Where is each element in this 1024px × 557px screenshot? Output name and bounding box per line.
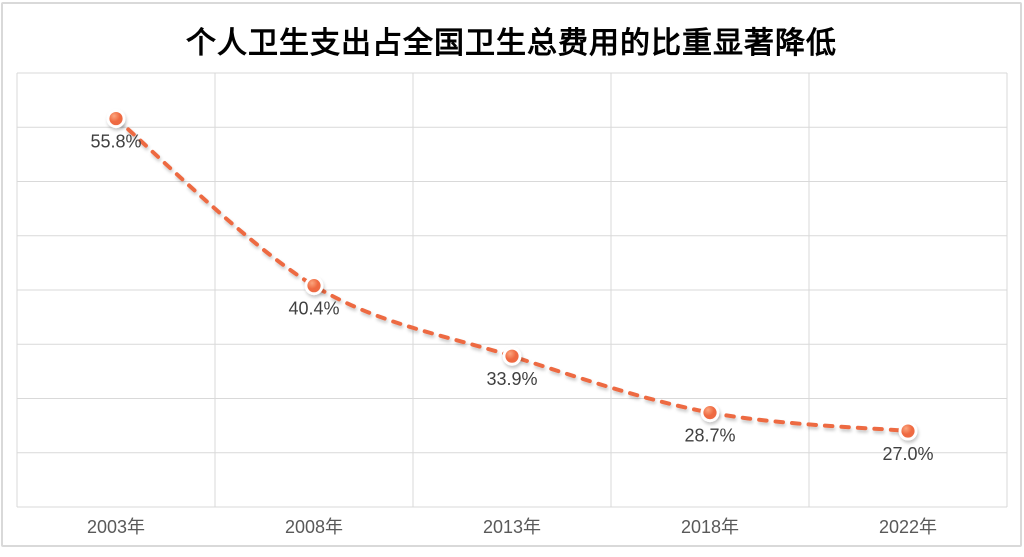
marker-2022年	[898, 421, 918, 441]
chart-card: 个人卫生支出占全国卫生总费用的比重显著降低	[1, 2, 1022, 547]
x-axis-label: 2003年	[87, 517, 145, 537]
x-axis-label: 2022年	[879, 517, 937, 537]
x-axis-label: 2018年	[681, 517, 739, 537]
marker-dot	[109, 111, 123, 126]
data-label: 55.8%	[90, 132, 141, 152]
x-axis-label: 2013年	[483, 517, 541, 537]
gridlines	[16, 72, 1008, 508]
data-label: 40.4%	[288, 299, 339, 319]
marker-2003年	[106, 109, 126, 129]
marker-2008年	[304, 276, 324, 296]
x-axis-label: 2008年	[285, 517, 343, 537]
marker-dot	[505, 349, 519, 363]
marker-dot	[901, 424, 915, 438]
data-label: 33.9%	[486, 369, 537, 389]
marker-dot	[307, 279, 321, 293]
marker-dot	[703, 406, 717, 420]
data-label: 28.7%	[684, 426, 735, 446]
chart-title: 个人卫生支出占全国卫生总费用的比重显著降低	[186, 27, 837, 60]
marker-2018年	[700, 403, 720, 423]
marker-2013年	[502, 346, 522, 366]
data-label: 27.0%	[882, 444, 933, 464]
